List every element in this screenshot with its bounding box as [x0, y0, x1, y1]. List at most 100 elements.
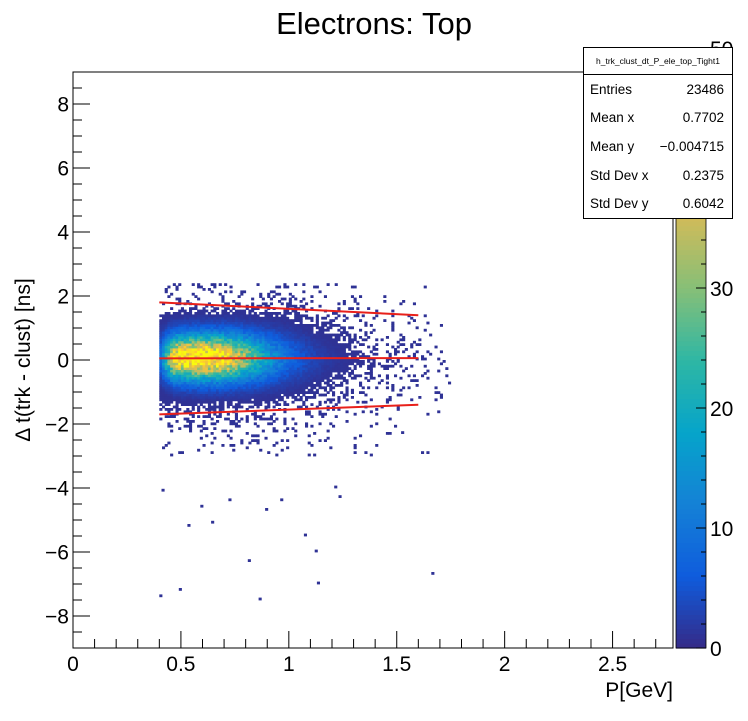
- histogram-bin: [329, 343, 333, 346]
- histogram-bin: [189, 379, 193, 382]
- histogram-bin: [291, 372, 295, 375]
- histogram-bin: [272, 362, 276, 366]
- histogram-bin: [245, 376, 249, 380]
- histogram-bin: [288, 338, 292, 342]
- histogram-bin: [272, 388, 276, 392]
- histogram-bin: [269, 328, 273, 332]
- histogram-bin: [210, 340, 214, 344]
- histogram-bin: [180, 451, 184, 454]
- histogram-bin: [337, 374, 341, 378]
- histogram-bin: [234, 396, 238, 399]
- histogram-bin: [299, 362, 303, 366]
- histogram-bin: [248, 369, 252, 373]
- histogram-bin: [234, 398, 238, 402]
- histogram-bin: [326, 360, 330, 363]
- histogram-bin: [307, 384, 311, 387]
- histogram-bin: [229, 420, 233, 423]
- histogram-bin: [221, 396, 225, 399]
- histogram-bin: [189, 369, 193, 373]
- histogram-bin: [186, 312, 190, 315]
- histogram-bin: [175, 350, 179, 354]
- histogram-bin: [232, 355, 236, 358]
- colorbar-segment: [676, 499, 706, 505]
- histogram-bin: [175, 367, 179, 370]
- histogram-bin: [364, 321, 368, 325]
- histogram-bin: [245, 348, 249, 351]
- histogram-bin: [253, 362, 257, 366]
- histogram-bin: [283, 355, 287, 358]
- histogram-bin: [224, 345, 228, 349]
- histogram-bin: [364, 324, 368, 327]
- histogram-bin: [332, 338, 336, 342]
- histogram-bin: [294, 360, 298, 363]
- histogram-bin: [394, 362, 398, 366]
- histogram-bin: [205, 384, 209, 387]
- histogram-bin: [315, 388, 319, 392]
- histogram-bin: [302, 362, 306, 366]
- histogram-bin: [321, 333, 325, 337]
- histogram-bin: [194, 362, 198, 366]
- histogram-bin: [305, 314, 309, 318]
- histogram-bin: [321, 331, 325, 334]
- histogram-bin: [213, 343, 217, 346]
- histogram-bin: [172, 348, 176, 351]
- histogram-bin: [189, 372, 193, 375]
- histogram-bin: [278, 316, 282, 320]
- histogram-bin: [302, 283, 306, 286]
- stats-value: 0.7702: [682, 110, 724, 126]
- histogram-bin: [402, 350, 406, 354]
- histogram-bin: [291, 400, 295, 404]
- histogram-bin: [221, 403, 225, 406]
- histogram-bin: [210, 321, 214, 325]
- histogram-bin: [286, 304, 290, 308]
- histogram-bin: [221, 372, 225, 375]
- histogram-bin: [251, 297, 255, 301]
- histogram-bin: [159, 355, 163, 358]
- histogram-bin: [221, 316, 225, 320]
- histogram-bin: [237, 314, 241, 318]
- histogram-bin: [415, 326, 419, 330]
- histogram-bin: [307, 372, 311, 375]
- histogram-bin: [186, 388, 190, 392]
- histogram-bin: [180, 403, 184, 406]
- histogram-bin: [213, 307, 217, 310]
- histogram-bin: [191, 283, 195, 286]
- histogram-bin: [353, 297, 357, 301]
- histogram-bin: [280, 360, 284, 363]
- histogram-bin: [321, 379, 325, 382]
- histogram-bin: [253, 439, 257, 442]
- histogram-bin: [369, 331, 373, 334]
- colorbar-segment: [676, 345, 706, 351]
- histogram-bin: [202, 376, 206, 380]
- colorbar-segment: [676, 388, 706, 395]
- histogram-bin: [283, 391, 287, 394]
- histogram-bin: [180, 360, 184, 363]
- histogram-bin: [197, 372, 201, 375]
- histogram-bin: [167, 403, 171, 406]
- histogram-bin: [237, 348, 241, 351]
- histogram-bin: [186, 391, 190, 394]
- histogram-bin: [205, 391, 209, 394]
- histogram-bin: [318, 343, 322, 346]
- histogram-bin: [199, 350, 203, 354]
- histogram-bin: [178, 376, 182, 380]
- histogram-bin: [234, 362, 238, 366]
- histogram-bin: [186, 369, 190, 373]
- histogram-bin: [291, 345, 295, 349]
- histogram-bin: [318, 362, 322, 366]
- histogram-bin: [226, 364, 230, 368]
- histogram-bin: [272, 369, 276, 373]
- histogram-bin: [172, 324, 176, 327]
- histogram-bin: [332, 360, 336, 363]
- histogram-bin: [359, 434, 363, 438]
- histogram-bin: [259, 384, 263, 387]
- histogram-bin: [334, 333, 338, 337]
- histogram-bin: [216, 379, 220, 382]
- histogram-bin: [267, 321, 271, 325]
- histogram-bin: [286, 312, 290, 315]
- histogram-bin: [350, 326, 354, 330]
- histogram-bin: [245, 343, 249, 346]
- histogram-bin: [288, 352, 292, 356]
- histogram-bin: [248, 367, 252, 370]
- histogram-bin: [243, 321, 247, 325]
